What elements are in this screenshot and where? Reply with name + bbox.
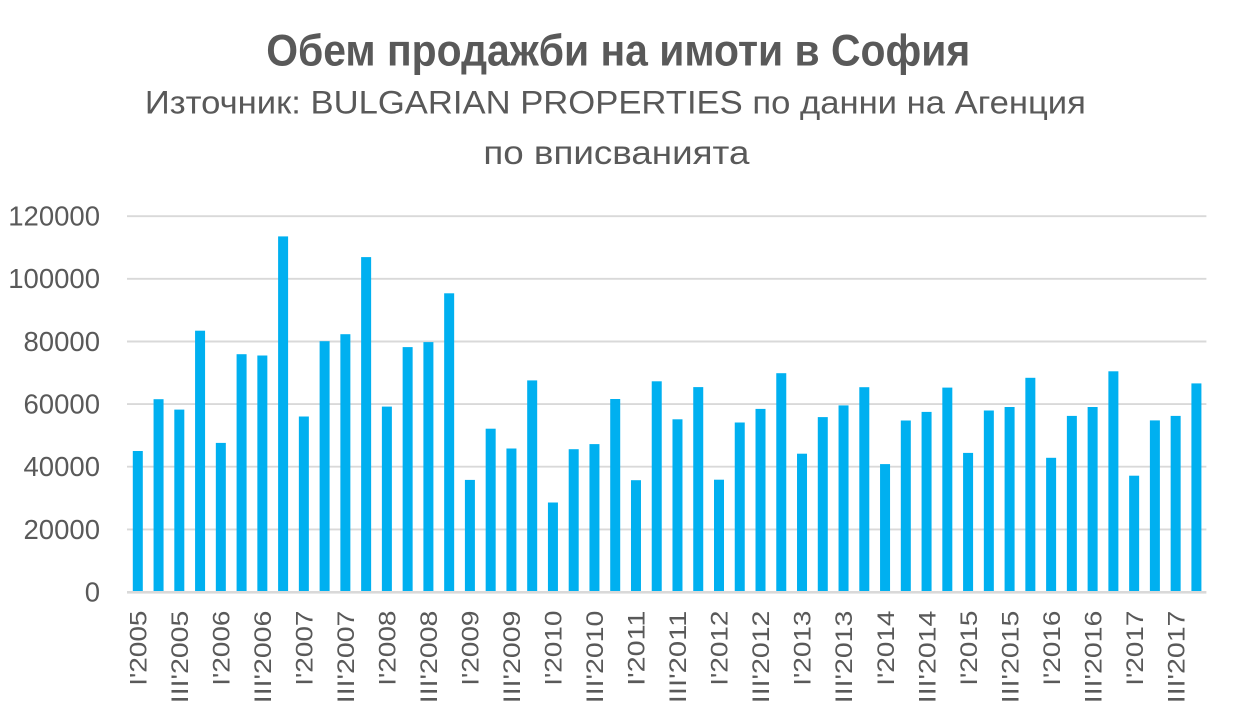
svg-text:80000: 80000	[24, 326, 100, 357]
svg-text:III'2009: III'2009	[499, 611, 526, 704]
svg-text:III'2007: III'2007	[333, 611, 360, 704]
svg-text:по вписванията: по вписванията	[483, 134, 750, 171]
svg-text:I'2011: I'2011	[624, 611, 651, 686]
svg-text:40000: 40000	[24, 451, 100, 482]
svg-text:100000: 100000	[8, 263, 100, 294]
svg-text:I'2017: I'2017	[1122, 611, 1149, 686]
svg-text:I'2016: I'2016	[1039, 611, 1066, 686]
svg-text:I'2005: I'2005	[126, 611, 153, 686]
svg-text:I'2008: I'2008	[375, 611, 402, 686]
svg-text:I'2015: I'2015	[956, 611, 983, 686]
svg-text:I'2012: I'2012	[707, 611, 734, 686]
svg-text:III'2005: III'2005	[167, 611, 194, 704]
svg-text:Източник: BULGARIAN PROPERTIES: Източник: BULGARIAN PROPERTIES по данни …	[145, 85, 1086, 121]
svg-text:III'2016: III'2016	[1080, 611, 1107, 704]
svg-text:I'2006: I'2006	[209, 611, 236, 686]
svg-text:I'2014: I'2014	[873, 611, 900, 686]
svg-text:III'2012: III'2012	[748, 611, 775, 704]
svg-text:III'2006: III'2006	[250, 611, 277, 704]
svg-text:120000: 120000	[8, 201, 100, 232]
svg-text:III'2017: III'2017	[1163, 611, 1190, 704]
svg-text:III'2015: III'2015	[997, 611, 1024, 704]
svg-text:I'2013: I'2013	[790, 611, 817, 686]
svg-text:I'2007: I'2007	[292, 611, 319, 686]
svg-text:Обем продажби на имоти в София: Обем продажби на имоти в София	[266, 27, 970, 76]
svg-text:III'2013: III'2013	[831, 611, 858, 704]
svg-text:III'2011: III'2011	[665, 611, 692, 704]
svg-text:III'2014: III'2014	[914, 611, 941, 704]
svg-text:60000: 60000	[24, 389, 100, 420]
svg-text:20000: 20000	[24, 514, 100, 545]
svg-text:III'2010: III'2010	[582, 611, 609, 704]
svg-text:I'2009: I'2009	[458, 611, 485, 686]
svg-text:0: 0	[85, 576, 100, 607]
svg-text:I'2010: I'2010	[541, 611, 568, 686]
svg-text:III'2008: III'2008	[416, 611, 443, 704]
